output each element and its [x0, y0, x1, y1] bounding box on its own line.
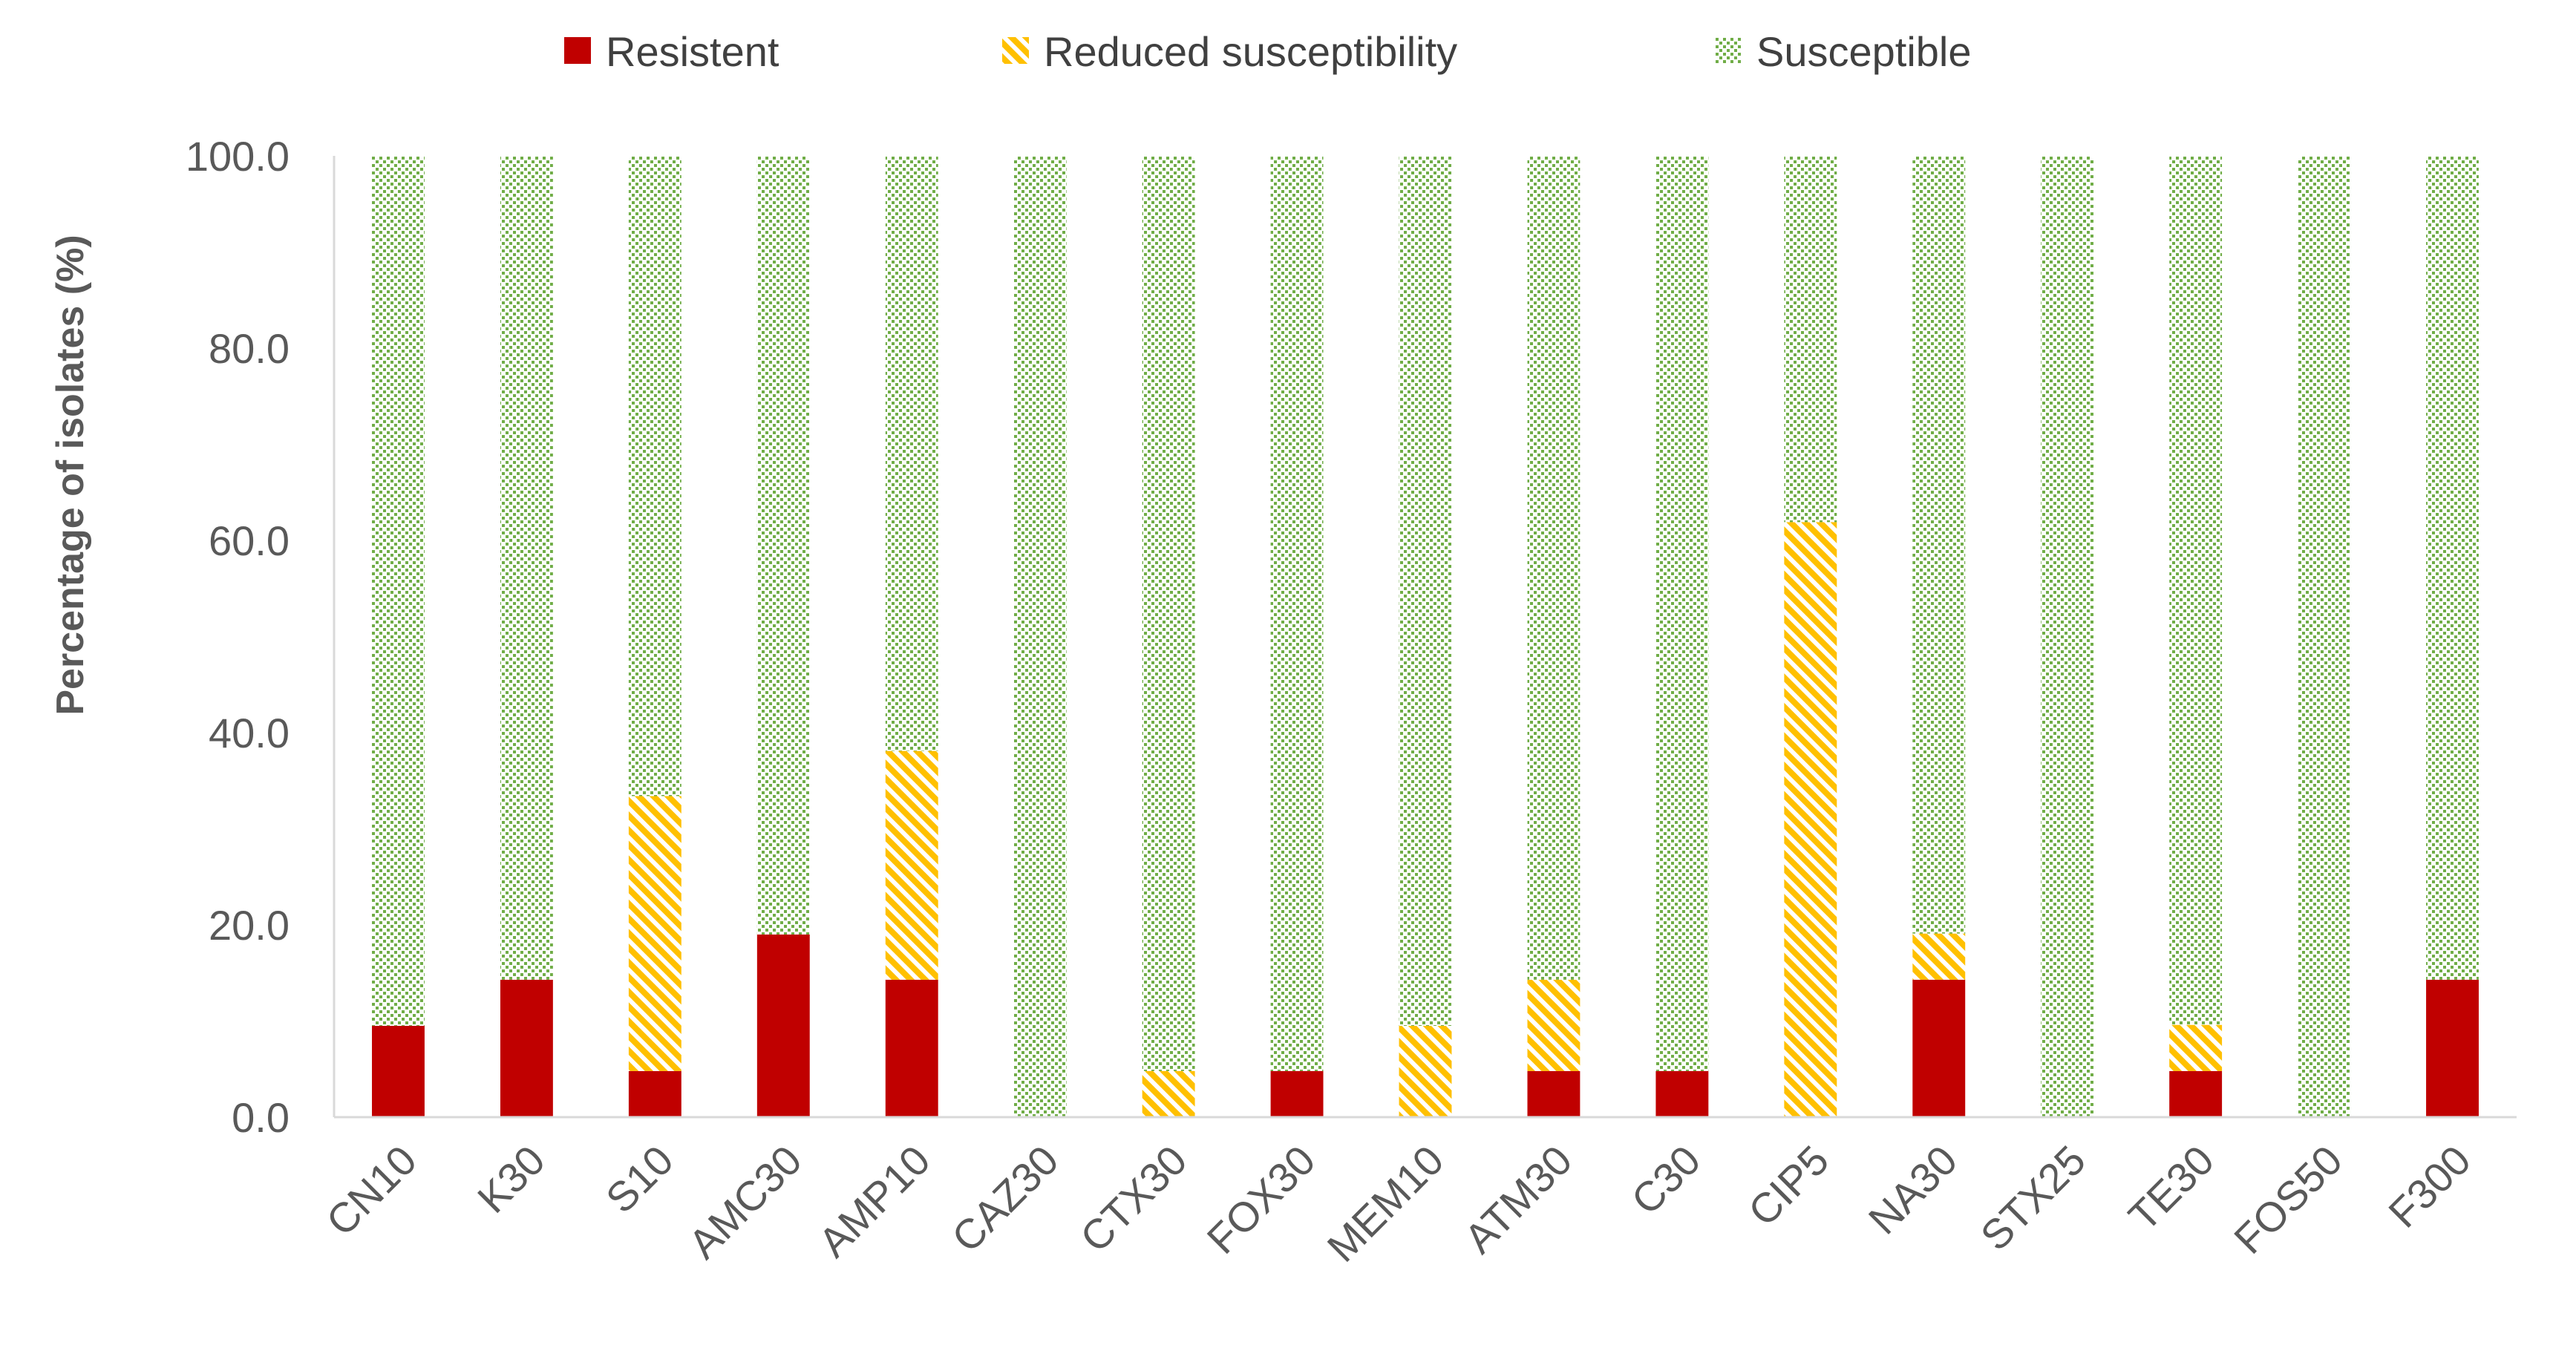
- bar-segment-resistent: [2169, 1070, 2223, 1117]
- bar-segment-reduced-susceptibility: [1142, 1070, 1195, 1117]
- bar-segment-susceptible: [1399, 156, 1452, 1026]
- x-tick-label: S10: [597, 1136, 682, 1222]
- legend-swatch: [1002, 37, 1029, 64]
- bar-segment-susceptible: [2041, 156, 2094, 1117]
- bar-segment-susceptible: [372, 156, 425, 1026]
- bar-segment-susceptible: [2169, 156, 2223, 1025]
- bar-segment-resistent: [1527, 1070, 1580, 1117]
- bar-segment-susceptible: [1527, 156, 1580, 980]
- y-tick-label: 40.0: [209, 710, 290, 756]
- bar-segment-reduced-susceptibility: [628, 796, 681, 1071]
- bar-segment-susceptible: [1270, 156, 1324, 1071]
- bar-segment-susceptible: [500, 156, 553, 980]
- x-tick-label: CTX30: [1071, 1136, 1196, 1261]
- x-tick-label: AMC30: [679, 1136, 811, 1268]
- bar-segment-resistent: [628, 1070, 681, 1117]
- bar-segment-resistent: [500, 979, 553, 1117]
- x-tick-label: NA30: [1860, 1136, 1967, 1243]
- bar-segment-resistent: [372, 1025, 425, 1117]
- legend-label: Resistent: [606, 28, 779, 75]
- y-tick-label: 80.0: [209, 325, 290, 372]
- bar-segment-resistent: [1912, 979, 1966, 1117]
- x-tick-label: FOS50: [2225, 1136, 2351, 1263]
- y-axis-title: Percentage of isolates (%): [49, 235, 92, 715]
- bar-segment-reduced-susceptibility: [885, 750, 938, 980]
- legend-label: Reduced susceptibility: [1044, 28, 1457, 75]
- bar-segment-reduced-susceptibility: [1399, 1025, 1452, 1117]
- bar-segment-reduced-susceptibility: [1784, 522, 1837, 1117]
- x-tick-label: MEM10: [1318, 1136, 1453, 1271]
- bar-segment-resistent: [1270, 1070, 1324, 1117]
- bar-segment-susceptible: [2426, 156, 2479, 980]
- x-tick-label: AMP10: [809, 1136, 938, 1266]
- bar-segment-reduced-susceptibility: [1527, 979, 1580, 1071]
- bar-segment-susceptible: [2298, 156, 2351, 1117]
- bar-segment-susceptible: [1784, 156, 1837, 523]
- y-axis-ticks: 0.0 20.0 40.0 60.0 80.0 100.0: [186, 133, 290, 1141]
- bar-segment-susceptible: [885, 156, 938, 751]
- x-tick-label: K30: [468, 1136, 554, 1222]
- x-tick-label: FOX30: [1198, 1136, 1324, 1263]
- legend: Resistent Reduced susceptibility Susceptib…: [564, 28, 1972, 75]
- bar-segment-resistent: [2426, 979, 2479, 1117]
- y-tick-label: 20.0: [209, 902, 290, 949]
- x-tick-label: CN10: [317, 1136, 425, 1245]
- x-tick-label: ATM30: [1455, 1136, 1580, 1262]
- bar-segment-resistent: [1655, 1070, 1709, 1117]
- legend-swatch: [564, 37, 591, 64]
- x-tick-label: TE30: [2119, 1136, 2223, 1240]
- y-tick-label: 100.0: [186, 133, 290, 180]
- x-tick-label: STX25: [1972, 1136, 2095, 1260]
- bar-segment-resistent: [756, 934, 810, 1117]
- legend-label: Susceptible: [1756, 28, 1972, 75]
- legend-swatch: [1715, 37, 1742, 64]
- bars: [372, 156, 2479, 1117]
- x-tick-label: CIP5: [1739, 1136, 1838, 1235]
- bar-segment-susceptible: [1912, 156, 1966, 934]
- bar-segment-susceptible: [756, 156, 810, 935]
- bar-segment-susceptible: [1013, 156, 1067, 1117]
- bar-segment-susceptible: [1142, 156, 1195, 1071]
- x-tick-label: F300: [2379, 1136, 2479, 1237]
- x-tick-label: CAZ30: [943, 1136, 1068, 1261]
- x-tick-label: C30: [1622, 1136, 1709, 1223]
- bar-segment-resistent: [885, 979, 938, 1117]
- bar-segment-reduced-susceptibility: [1912, 933, 1966, 980]
- y-tick-label: 0.0: [232, 1094, 290, 1141]
- bar-segment-susceptible: [628, 156, 681, 796]
- bar-segment-reduced-susceptibility: [2169, 1024, 2223, 1071]
- y-tick-label: 60.0: [209, 517, 290, 564]
- bar-segment-susceptible: [1655, 156, 1709, 1071]
